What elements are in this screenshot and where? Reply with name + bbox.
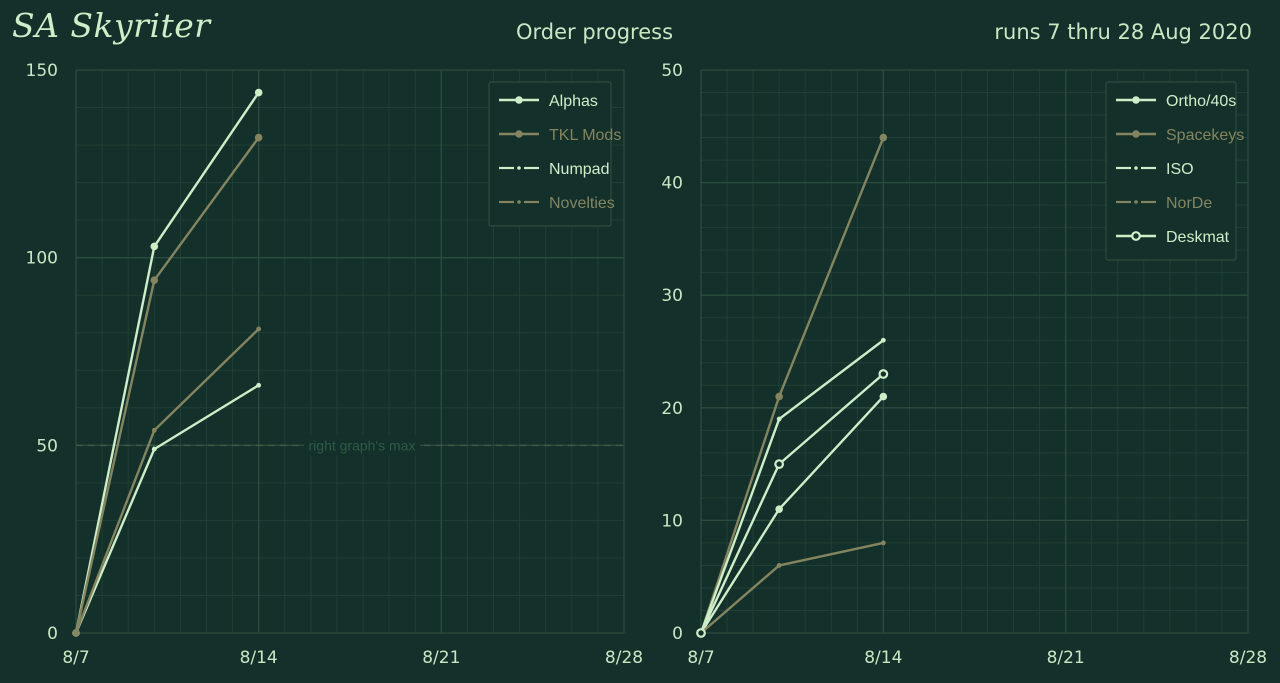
legend-label: Novelties [549,195,615,212]
legend-label: Ortho/40s [1166,93,1236,110]
series-line-ortho-40s [699,395,885,635]
data-point [696,628,706,638]
x-tick-label: 8/7 [62,648,89,668]
legend-swatch-marker [515,130,523,138]
data-point [254,133,263,142]
legend-swatch-marker [517,166,521,170]
data-point [880,540,886,546]
chart-title: Order progress [516,20,674,44]
data-point [776,416,782,422]
legend-swatch-marker [1132,96,1140,104]
legend-label: ISO [1166,161,1194,178]
date-range-subtitle: runs 7 thru 28 Aug 2020 [994,20,1252,44]
brand-logo: SA Skyriter [12,6,211,45]
legend-swatch-marker [517,200,521,204]
x-tick-label: 8/21 [422,648,460,668]
y-tick-label: 30 [661,286,683,306]
series-line-deskmat [699,372,885,635]
legend-label: Spacekeys [1166,127,1244,144]
legend-box [1105,81,1237,261]
legend-label: TKL Mods [549,127,621,144]
series-line-tkl-mods [74,136,260,635]
annotation-bg [304,435,420,456]
data-point [151,427,157,433]
data-point [256,382,262,388]
legend-label: Numpad [549,161,609,178]
legend-label: Alphas [549,93,598,110]
y-tick-label: 100 [26,249,58,269]
legend-swatch-marker [1132,130,1140,138]
y-tick-label: 50 [661,61,683,81]
data-point [73,630,79,636]
data-point [776,563,782,568]
data-point [775,392,783,401]
data-point [150,276,159,284]
data-point [878,369,889,379]
data-point [151,446,157,452]
x-tick-label: 8/7 [687,648,714,668]
legend-box [488,81,612,227]
series-line-novelties [74,327,260,635]
legend-swatch-marker [515,96,523,104]
x-tick-label: 8/21 [1047,648,1085,668]
chart-panel-2: 0 10 20 30 40 50 8/7 8/14 8/21 8/28 Ortho/40s Space… [661,61,1267,668]
data-point [879,133,888,142]
chart-panel-1: 0 50 100 150 8/7 8/14 8/21 8/28 right graph's ma… [26,61,644,668]
y-tick-label: 150 [26,61,58,81]
data-point [774,459,785,470]
x-tick-label: 8/14 [864,648,902,668]
x-tick-label: 8/28 [1229,648,1267,668]
data-point [879,392,888,401]
legend-swatch-marker [1134,166,1138,170]
y-tick-label: 0 [672,624,683,644]
legend-label: NorDe [1166,195,1212,212]
y-tick-label: 50 [36,436,58,456]
data-point [256,326,262,332]
x-tick-label: 8/14 [240,648,278,668]
data-point [254,88,263,97]
annotation-label: right graph's max [309,437,416,453]
y-tick-label: 20 [661,399,683,419]
data-point [775,505,783,513]
legend-swatch-marker [1131,231,1141,241]
data-point [150,242,159,251]
legend-swatch-marker [1134,200,1138,204]
y-tick-label: 10 [661,511,683,531]
legend-label: Deskmat [1166,229,1230,246]
y-tick-label: 40 [661,174,683,194]
x-tick-label: 8/28 [605,648,643,668]
y-tick-label: 0 [47,624,58,644]
data-point [880,337,886,343]
